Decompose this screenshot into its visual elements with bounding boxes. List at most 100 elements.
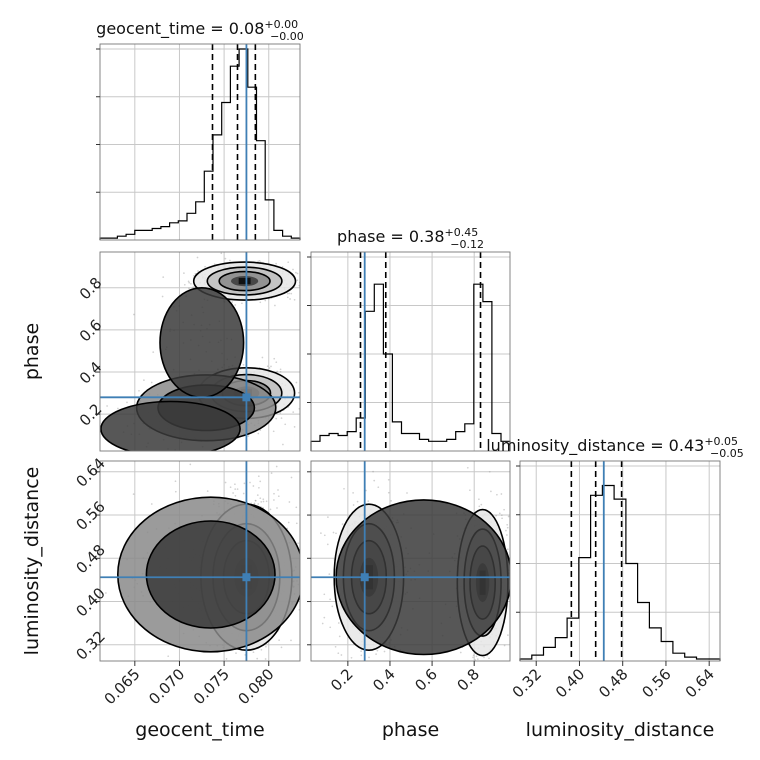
- panel-luminosity_distance_vs_phase-frame: [310, 460, 511, 662]
- hist-luminosity_distance-frame: [519, 460, 721, 662]
- y-axis-label-phase: phase: [21, 323, 43, 380]
- histogram-bin: [283, 236, 292, 240]
- histogram-bin: [456, 432, 465, 451]
- x-tick-label-luminosity_distance: 0.32: [509, 665, 545, 701]
- histogram-bin: [274, 230, 283, 240]
- histogram-bin: [347, 432, 356, 451]
- histogram-bin: [483, 302, 492, 451]
- title-plus: +0.45: [445, 226, 479, 239]
- histogram-bin: [555, 638, 567, 661]
- histogram-bin: [257, 141, 266, 240]
- y-tick-label-luminosity_distance: 0.48: [73, 541, 109, 577]
- panel-luminosity_distance_vs_phase: [310, 460, 511, 662]
- y-tick-label-phase: 0.8: [76, 274, 106, 304]
- y-axis-label-luminosity_distance: luminosity_distance: [21, 467, 43, 656]
- x-axis-label-geocent_time: geocent_time: [135, 719, 264, 741]
- title-minus: −0.05: [710, 447, 744, 460]
- y-tick-label-phase: 0.6: [76, 316, 106, 346]
- histogram-bin: [567, 618, 579, 661]
- y-tick-label-luminosity_distance: 0.32: [73, 627, 109, 663]
- histogram-bin: [638, 603, 650, 662]
- hist-phase-frame: [310, 251, 511, 452]
- histogram-bin: [474, 284, 483, 451]
- histogram-bin: [161, 227, 170, 240]
- histogram-bin: [591, 495, 603, 661]
- histogram-bin: [661, 642, 673, 662]
- histogram-bin: [117, 236, 126, 240]
- x-axis-label-phase: phase: [382, 719, 439, 741]
- histogram-bin: [311, 441, 320, 451]
- histogram-bin: [383, 354, 392, 451]
- histogram-bin: [204, 171, 213, 240]
- truth-marker: [242, 393, 251, 402]
- histogram-bin: [420, 439, 429, 451]
- histogram-bin: [374, 284, 383, 451]
- x-tick-label-luminosity_distance: 0.56: [638, 665, 674, 701]
- histogram-bin: [411, 434, 420, 452]
- hist-panel-phase: phase = 0.38+0.45 −0.12: [307, 226, 511, 452]
- histogram-bin: [230, 66, 239, 240]
- title-minus: −0.00: [270, 30, 304, 43]
- density-contour: [145, 520, 276, 629]
- histogram-bin: [365, 311, 374, 451]
- x-tick-label-geocent_time: 0.070: [145, 665, 188, 708]
- x-tick-label-phase: 0.8: [453, 665, 483, 695]
- panel-luminosity_distance_vs_geocent_time-frame: [99, 460, 301, 662]
- histogram-bin: [187, 213, 196, 240]
- histogram-bin: [544, 647, 556, 661]
- density-peak: [238, 277, 251, 285]
- histogram-bin: [626, 564, 638, 662]
- histogram-bin: [338, 436, 347, 452]
- histogram-bin: [429, 441, 438, 451]
- panel-phase_vs_geocent_time-frame: [99, 251, 301, 452]
- histogram-bin: [579, 558, 591, 661]
- histogram-bin: [465, 424, 474, 451]
- panel-luminosity_distance_vs_geocent_time: [99, 460, 301, 662]
- histogram-bin: [532, 655, 544, 661]
- y-tick-label-luminosity_distance: 0.40: [73, 584, 109, 620]
- title-luminosity_distance: luminosity_distance = 0.43+0.05 −0.05: [486, 435, 744, 460]
- histogram-luminosity_distance: [519, 484, 721, 661]
- hist-panel-geocent_time: geocent_time = 0.08+0.00 −0.00: [96, 18, 304, 241]
- y-tick-label-luminosity_distance: 0.56: [73, 498, 109, 534]
- y-tick-label-phase: 0.4: [76, 358, 106, 388]
- title-geocent_time: geocent_time = 0.08+0.00 −0.00: [96, 18, 304, 43]
- histogram-bin: [152, 229, 161, 241]
- x-tick-label-phase: 0.2: [327, 665, 357, 695]
- title-prefix: luminosity_distance = 0.43: [486, 436, 704, 456]
- histogram-bin: [614, 499, 626, 661]
- hist-geocent_time-frame: [99, 43, 301, 241]
- histogram-bin: [392, 422, 401, 451]
- y-tick-label-luminosity_distance: 0.64: [73, 454, 109, 490]
- x-tick-label-geocent_time: 0.075: [190, 665, 233, 708]
- density-contour: [159, 287, 245, 399]
- histogram-bin: [144, 230, 153, 240]
- title-plus: +0.05: [704, 435, 738, 448]
- histogram-bin: [438, 441, 447, 451]
- histogram-bin: [196, 202, 205, 240]
- histogram-bin: [178, 221, 187, 240]
- title-minus: −0.12: [450, 238, 484, 251]
- hist-panel-luminosity_distance: luminosity_distance = 0.43+0.05 −0.05: [486, 435, 744, 662]
- histogram-bin: [673, 653, 685, 661]
- x-tick-label-phase: 0.6: [411, 665, 441, 695]
- histogram-bin: [135, 230, 144, 240]
- histogram-bin: [447, 439, 456, 451]
- density-contour: [100, 400, 241, 451]
- histogram-bin: [222, 103, 231, 241]
- histogram-geocent_time: [99, 48, 301, 240]
- histogram-phase: [310, 283, 511, 451]
- truth-marker: [360, 573, 369, 582]
- title-phase: phase = 0.38+0.45 −0.12: [337, 226, 484, 251]
- x-tick-label-luminosity_distance: 0.64: [682, 665, 718, 701]
- panel-phase_vs_geocent_time: [99, 251, 301, 452]
- histogram-bin: [685, 657, 697, 661]
- truth-marker: [242, 573, 251, 582]
- title-prefix: phase = 0.38: [337, 227, 444, 246]
- title-plus: +0.00: [264, 18, 298, 31]
- x-tick-label-geocent_time: 0.080: [234, 665, 277, 708]
- x-tick-label-geocent_time: 0.065: [101, 665, 144, 708]
- histogram-bin: [320, 436, 329, 452]
- x-tick-label-luminosity_distance: 0.48: [595, 665, 631, 701]
